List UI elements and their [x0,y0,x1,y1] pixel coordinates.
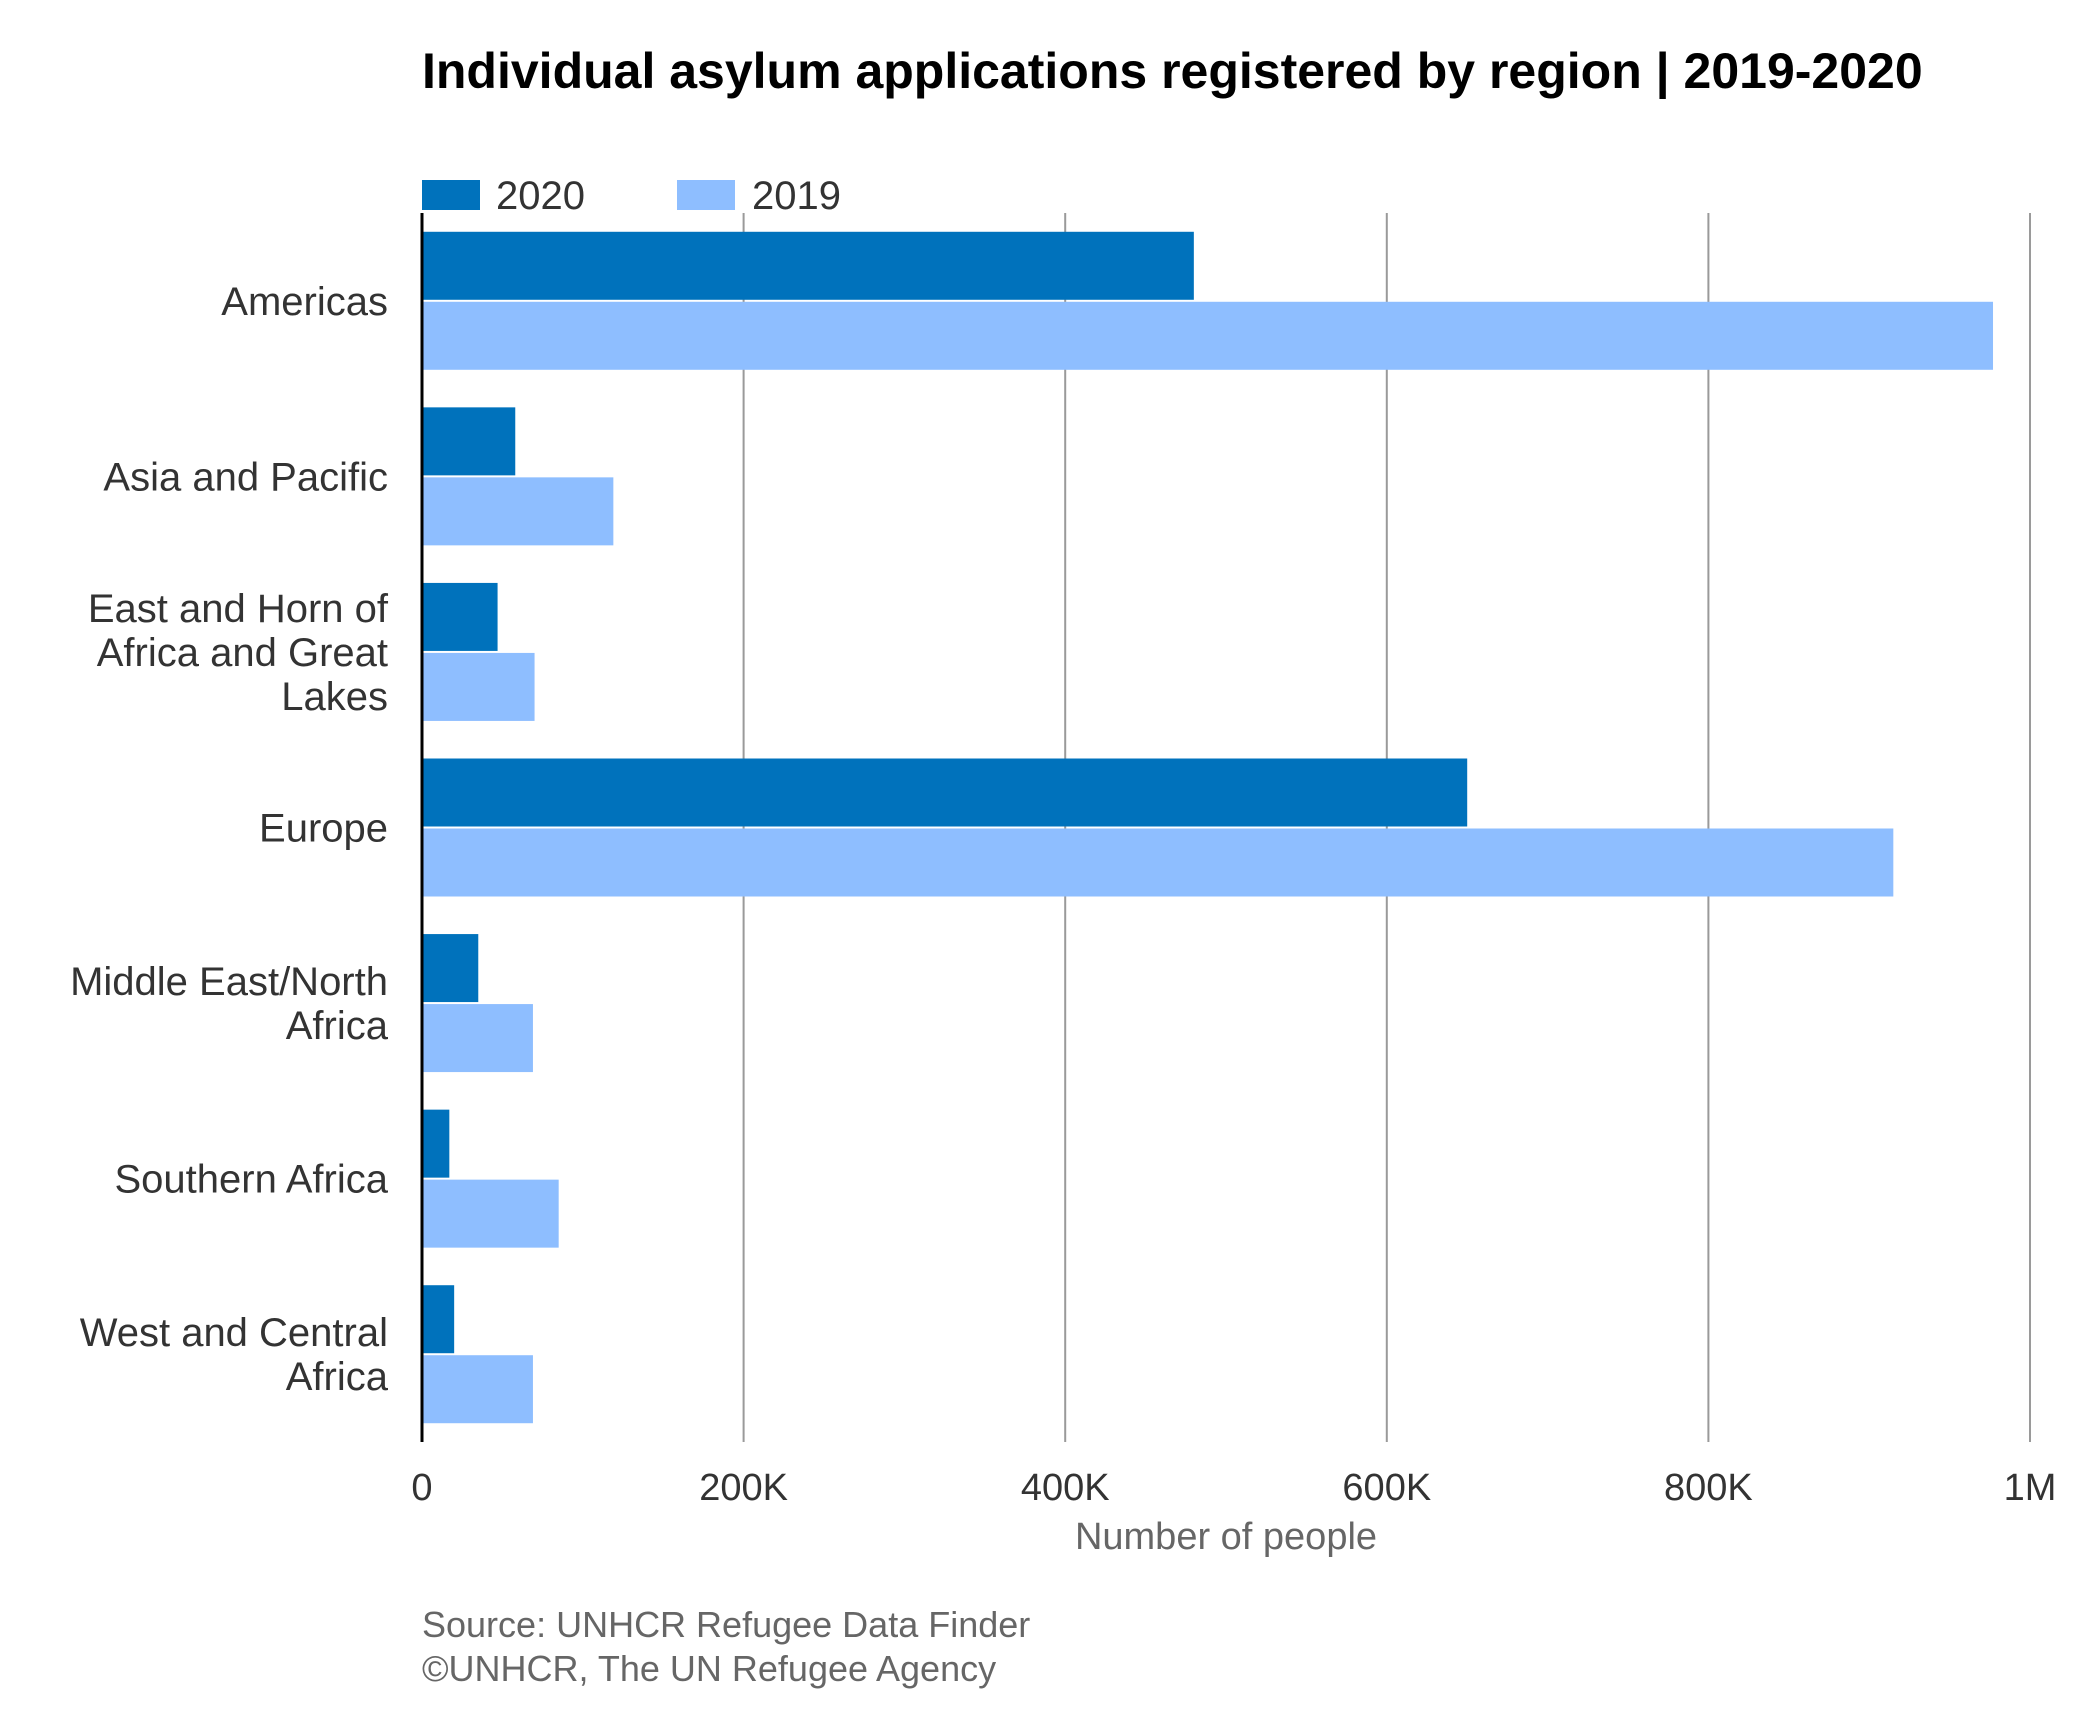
legend: 2020 2019 [422,174,841,218]
category-label-europe: Europe [259,807,388,851]
bar-middle-east-north-africa-2019 [422,1004,533,1073]
bar-europe-2020 [422,758,1468,827]
x-tick-label: 1M [2004,1467,2057,1509]
bar-americas-2019 [422,301,1994,370]
x-axis-title: Number of people [1075,1516,1377,1558]
category-label-east-and-horn-of-africa-and-great-lakes: East and Horn of Africa and Great Lakes [88,587,389,719]
bar-southern-africa-2019 [422,1179,559,1248]
bar-west-and-central-africa-2019 [422,1355,533,1424]
x-tick-label: 0 [411,1467,432,1509]
legend-swatch-2020 [422,180,480,210]
bars [422,231,1994,1424]
chart-title: Individual asylum applications registere… [422,43,1923,100]
bar-asia-and-pacific-2019 [422,477,614,546]
legend-label-2020: 2020 [496,174,585,218]
category-label-southern-africa: Southern Africa [115,1158,389,1202]
x-tick-labels: 0 200K 400K 600K 800K 1M [411,1467,2056,1509]
x-tick-label: 400K [1021,1467,1110,1509]
category-labels: Americas Asia and Pacific East and Horn of… [70,280,389,1399]
bar-europe-2019 [422,828,1894,897]
bar-east-and-horn-of-africa-and-great-lakes-2020 [422,582,498,651]
category-label-middle-east-north-africa: Middle East/North Africa [70,960,389,1048]
bar-middle-east-north-africa-2020 [422,934,479,1003]
bar-americas-2020 [422,231,1194,300]
grid-lines [742,213,2031,1442]
x-tick-label: 200K [699,1467,788,1509]
bar-west-and-central-africa-2020 [422,1285,455,1354]
bar-southern-africa-2020 [422,1109,450,1178]
copyright-text: ©UNHCR, The UN Refugee Agency [422,1648,996,1689]
legend-swatch-2019 [677,180,735,210]
bar-asia-and-pacific-2020 [422,407,516,476]
source-text: Source: UNHCR Refugee Data Finder [422,1604,1030,1645]
x-tick-label: 600K [1342,1467,1431,1509]
category-label-west-and-central-africa: West and Central Africa [80,1311,389,1399]
legend-label-2019: 2019 [752,174,841,218]
bar-east-and-horn-of-africa-and-great-lakes-2019 [422,652,535,721]
category-label-americas: Americas [221,280,388,324]
x-tick-label: 800K [1664,1467,1753,1509]
category-label-asia-and-pacific: Asia and Pacific [103,455,388,499]
